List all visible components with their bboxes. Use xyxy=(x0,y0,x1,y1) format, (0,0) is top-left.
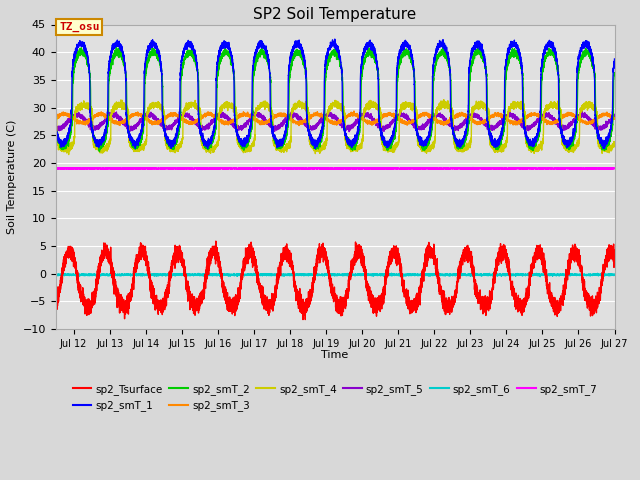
Text: TZ_osu: TZ_osu xyxy=(60,22,100,32)
Legend: sp2_Tsurface, sp2_smT_1, sp2_smT_2, sp2_smT_3, sp2_smT_4, sp2_smT_5, sp2_smT_6, : sp2_Tsurface, sp2_smT_1, sp2_smT_2, sp2_… xyxy=(68,380,602,415)
X-axis label: Time: Time xyxy=(321,350,349,360)
Y-axis label: Soil Temperature (C): Soil Temperature (C) xyxy=(7,120,17,234)
Title: SP2 Soil Temperature: SP2 Soil Temperature xyxy=(253,7,417,22)
